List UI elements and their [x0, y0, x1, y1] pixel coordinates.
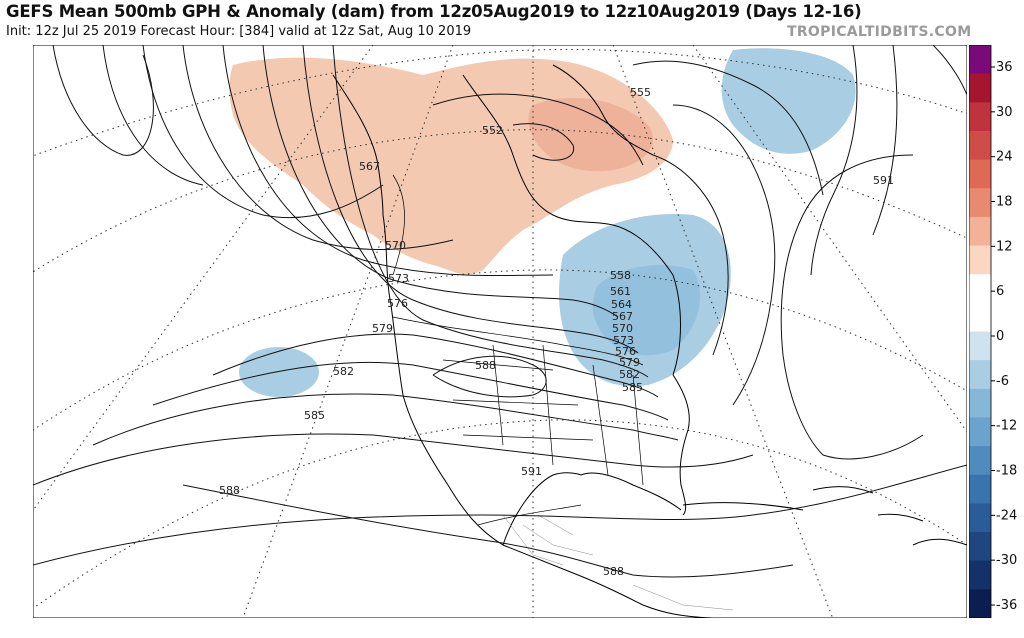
contour-label: 567	[612, 310, 633, 323]
colorbar-tick-label: -30	[996, 553, 1017, 568]
contour-label: 588	[219, 484, 240, 497]
colorbar-swatch	[969, 45, 991, 75]
contour-label: 576	[387, 297, 408, 310]
contour-label: 582	[333, 365, 354, 378]
colorbar-tick-label: 18	[996, 195, 1013, 210]
negative-anomaly-east	[721, 48, 856, 154]
contour-label: 570	[385, 239, 406, 252]
contour-label: 555	[630, 86, 651, 99]
contour-label: 567	[359, 160, 380, 173]
colorbar-tick-label: -18	[996, 464, 1017, 479]
colorbar-swatch	[969, 302, 991, 332]
site-credit: TROPICALTIDBITS.COM	[787, 24, 972, 40]
contour-label: 561	[610, 285, 631, 298]
map-title: GEFS Mean 500mb GPH & Anomaly (dam) from…	[6, 2, 862, 21]
colorbar-tick-label: 12	[996, 239, 1013, 254]
anomaly-colorbar: 36 30 24 18 12 6 0 -6 -12 -18 -24 -30 -36	[969, 45, 1017, 618]
contour-label: 588	[603, 565, 624, 578]
colorbar-tick-label: -6	[996, 374, 1009, 389]
contour-label: 579	[372, 322, 393, 335]
colorbar-tick-label: 30	[996, 105, 1013, 120]
colorbar-swatch	[969, 73, 991, 103]
anomaly-map: 555 552 567 570 573 576 579 582 585 588 …	[33, 45, 967, 618]
contour-label: 573	[388, 272, 409, 285]
colorbar-ticks: 36 30 24 18 12 6 0 -6 -12 -18 -24 -30 -36	[991, 60, 1017, 613]
colorbar-swatch	[969, 159, 991, 189]
colorbar-swatch	[969, 102, 991, 132]
contour-label: 591	[873, 174, 894, 187]
colorbar-swatch	[969, 274, 991, 304]
contour-label: 579	[619, 356, 640, 369]
map-subtitle: Init: 12z Jul 25 2019 Forecast Hour: [38…	[6, 24, 472, 39]
colorbar-swatch	[969, 130, 991, 161]
contour-label: 588	[475, 359, 496, 372]
colorbar-swatch	[969, 446, 991, 476]
contour-label: 591	[521, 465, 542, 478]
colorbar-tick-label: -12	[996, 419, 1017, 434]
colorbar-swatch	[969, 503, 991, 533]
contour-label: 573	[613, 334, 634, 347]
contour-label: 564	[611, 298, 632, 311]
colorbar-swatch	[969, 245, 991, 275]
contour-label: 570	[612, 322, 633, 335]
graticule	[33, 45, 967, 618]
contour-label: 582	[619, 368, 640, 381]
positive-anomaly-core	[528, 97, 654, 172]
colorbar-tick-label: 36	[996, 60, 1013, 75]
colorbar-tick-label: 24	[996, 150, 1013, 165]
colorbar-tick-label: 6	[996, 284, 1004, 299]
colorbar-swatch	[969, 188, 991, 218]
political-borders	[392, 174, 644, 526]
contour-label-group: 555 552 567 570 573 576 579 582 585 588 …	[219, 86, 894, 578]
colorbar-swatch	[969, 560, 991, 590]
contour-label: 558	[610, 269, 631, 282]
contour-label: 552	[482, 124, 503, 137]
colorbar-swatch	[969, 417, 991, 447]
colorbar-tick-label: -36	[996, 598, 1017, 613]
mexico-borders	[502, 514, 734, 611]
colorbar-swatch	[969, 589, 991, 618]
coastlines	[332, 64, 967, 618]
negative-anomaly-core	[592, 265, 701, 356]
contour-label: 576	[615, 345, 636, 358]
negative-anomaly-pacific	[239, 347, 319, 397]
contour-label: 585	[304, 409, 325, 422]
colorbar-swatch	[969, 532, 991, 562]
colorbar-tick-label: -24	[996, 508, 1017, 523]
colorbar-swatch	[969, 360, 991, 390]
colorbar-swatch	[969, 216, 991, 247]
colorbar-swatches	[969, 45, 991, 618]
contour-label: 585	[622, 381, 643, 394]
colorbar-swatch	[969, 388, 991, 418]
colorbar-tick-label: 0	[996, 329, 1004, 344]
colorbar-swatch	[969, 474, 991, 504]
colorbar-swatch	[969, 331, 991, 361]
height-contours	[33, 45, 967, 578]
